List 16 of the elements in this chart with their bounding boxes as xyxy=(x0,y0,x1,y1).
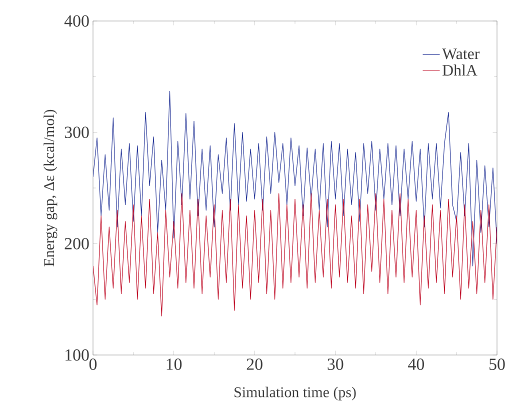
y-axis-title: Energy gap, Δε (kcal/mol) xyxy=(44,110,58,266)
x-tick-label: 10 xyxy=(166,358,182,370)
legend-label: DhlA xyxy=(442,64,478,76)
y-tick-label: 100 xyxy=(66,349,89,361)
line-series xyxy=(93,90,497,266)
line-series xyxy=(93,193,497,316)
x-tick-label: 30 xyxy=(328,358,344,370)
y-tick-label: 300 xyxy=(64,126,89,138)
x-tick-label: 20 xyxy=(246,358,262,370)
x-tick-label: 0 xyxy=(89,358,97,370)
legend-label: Water xyxy=(442,48,480,60)
x-axis-title: Simulation time (ps) xyxy=(234,386,356,400)
x-tick-label: 40 xyxy=(408,358,424,370)
x-tick-label: 50 xyxy=(490,358,505,370)
y-tick-label: 400 xyxy=(64,15,89,27)
y-tick-label: 200 xyxy=(64,238,89,250)
